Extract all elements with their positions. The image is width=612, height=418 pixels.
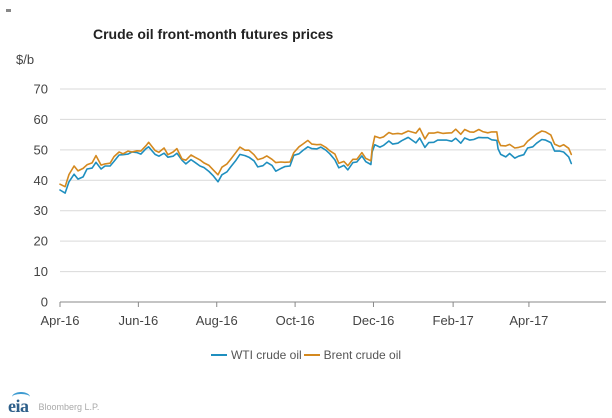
y-tick-label-70: 70 <box>34 82 48 97</box>
y-tick-label-30: 30 <box>34 203 48 218</box>
eia-logo-arc <box>12 392 30 402</box>
legend-label-brent: Brent crude oil <box>323 348 402 362</box>
eia-logo: eia <box>8 392 30 417</box>
legend-item-wti: WTI crude oil <box>210 348 302 362</box>
y-axis-unit-label: $/b <box>16 52 35 67</box>
y-tick-label-0: 0 <box>41 295 48 310</box>
x-tick-label-Aug-16: Aug-16 <box>196 313 238 328</box>
x-tick-label-Dec-16: Dec-16 <box>353 313 395 328</box>
y-tick-label-60: 60 <box>34 112 48 127</box>
y-tick-label-20: 20 <box>34 234 48 249</box>
x-tick-label-Jun-16: Jun-16 <box>118 313 158 328</box>
chart-legend: WTI crude oil Brent crude oil <box>0 348 612 362</box>
y-tick-label-50: 50 <box>34 142 48 157</box>
chart-plot: 0 10 20 30 40 50 60 70 Apr-16 Jun-16 Aug-16 Oct-16 D… <box>34 82 606 328</box>
series-line-wti-crude-oil <box>59 136 573 194</box>
y-tick-label-40: 40 <box>34 173 48 188</box>
chart-title: Crude oil front-month futures prices <box>93 26 334 42</box>
series-line-brent-crude-oil <box>59 127 573 188</box>
x-tick-label-Oct-16: Oct-16 <box>276 313 315 328</box>
y-tick-label-10: 10 <box>34 264 48 279</box>
legend-label-wti: WTI crude oil <box>230 348 302 362</box>
x-tick-label-Apr-16: Apr-16 <box>40 313 79 328</box>
corner-mark <box>6 9 11 12</box>
legend-item-brent: Brent crude oil <box>303 348 402 362</box>
footer: eia Bloomberg L.P. <box>8 392 100 417</box>
source-credit: Bloomberg L.P. <box>38 401 100 412</box>
legend-swatch-wti <box>210 354 227 356</box>
x-tick-label-Apr-17: Apr-17 <box>509 313 548 328</box>
legend-swatch-brent <box>303 354 320 356</box>
x-tick-label-Feb-17: Feb-17 <box>433 313 474 328</box>
